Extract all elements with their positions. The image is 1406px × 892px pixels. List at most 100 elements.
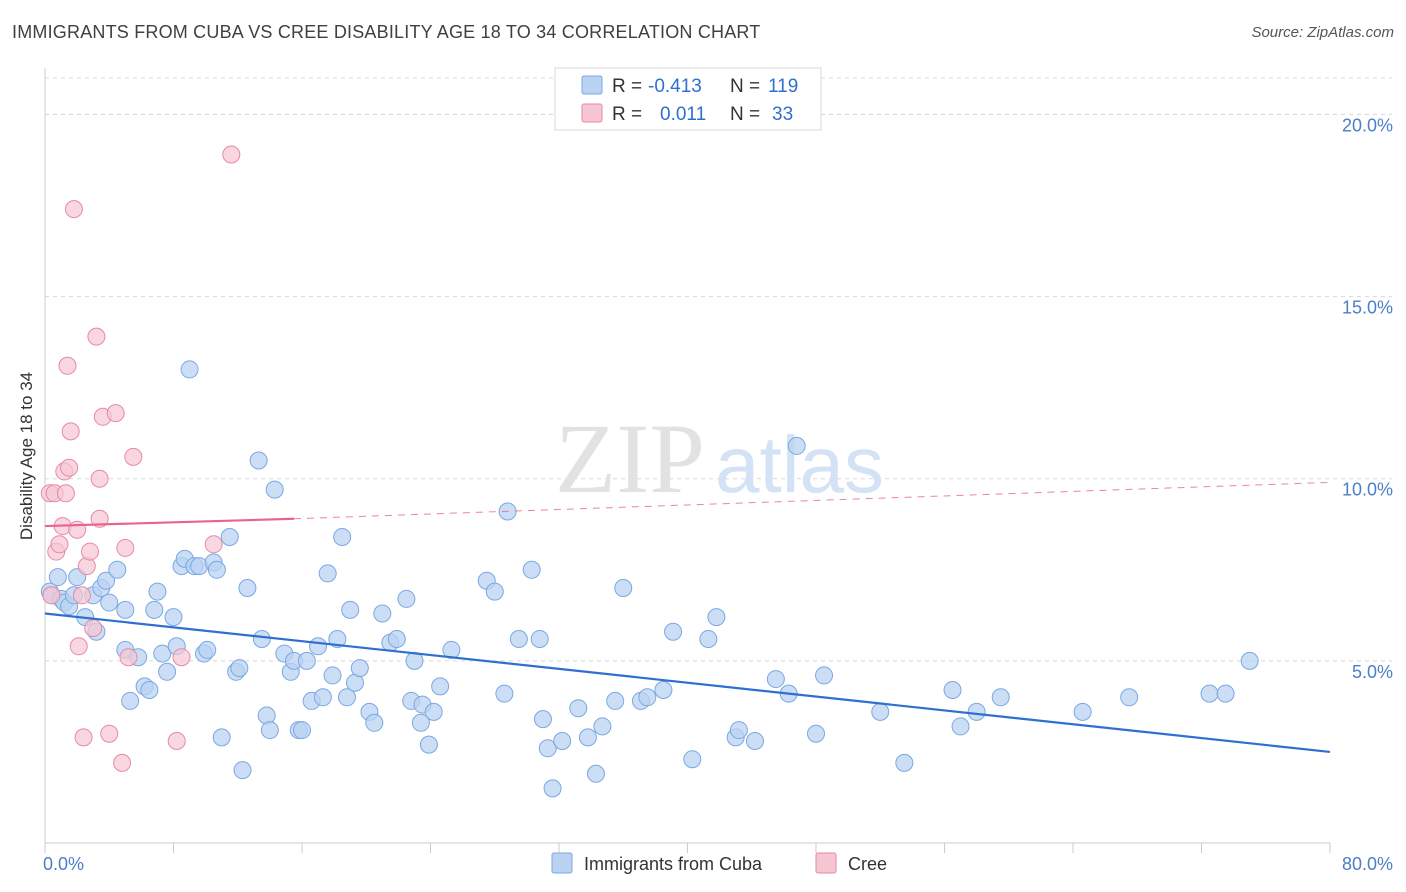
data-point-cuba bbox=[373, 604, 392, 623]
data-point-cree bbox=[61, 422, 80, 441]
legend-swatch-cuba bbox=[581, 75, 603, 95]
data-point-cuba bbox=[309, 637, 328, 656]
data-point-cuba bbox=[1200, 684, 1219, 703]
data-point-cree bbox=[106, 404, 125, 423]
data-point-cuba bbox=[787, 436, 806, 455]
data-point-cuba bbox=[158, 662, 177, 681]
data-point-cuba bbox=[485, 582, 504, 601]
data-point-cuba bbox=[318, 564, 337, 583]
data-point-cuba bbox=[164, 608, 183, 627]
data-point-cuba bbox=[664, 622, 683, 641]
data-point-cuba bbox=[943, 681, 962, 699]
legend-n-label-1: N = bbox=[730, 76, 760, 97]
data-point-cuba bbox=[543, 779, 562, 798]
data-point-cuba bbox=[337, 688, 356, 707]
watermark: ZIP atlas bbox=[555, 403, 884, 514]
data-point-cuba bbox=[431, 677, 450, 696]
data-point-cree bbox=[87, 327, 106, 346]
data-point-cuba bbox=[1240, 651, 1259, 670]
trend-line-cree-solid bbox=[44, 517, 295, 528]
data-point-cuba bbox=[569, 699, 588, 718]
bottom-legend-label-cree: Cree bbox=[848, 854, 887, 874]
data-point-cuba bbox=[121, 691, 140, 710]
data-point-cuba bbox=[333, 528, 352, 546]
y-tick-label: 5.0% bbox=[1352, 662, 1393, 682]
data-point-cuba bbox=[145, 600, 164, 619]
legend-r-value-1: -0.413 bbox=[648, 76, 702, 97]
legend-r-label-2: R = bbox=[612, 104, 642, 125]
data-point-cuba bbox=[116, 600, 135, 619]
trend-lines bbox=[44, 481, 1331, 754]
data-point-cuba bbox=[815, 666, 834, 685]
data-point-cuba bbox=[260, 721, 279, 740]
data-point-cuba bbox=[766, 670, 785, 689]
data-point-cuba bbox=[230, 659, 249, 678]
bottom-legend-swatch-cuba bbox=[551, 852, 573, 874]
data-point-cree bbox=[74, 728, 93, 747]
data-point-cuba bbox=[522, 560, 541, 579]
bottom-legend: Immigrants from Cuba Cree bbox=[551, 852, 887, 874]
data-point-cuba bbox=[606, 691, 625, 710]
data-point-cuba bbox=[951, 717, 970, 736]
data-point-cuba bbox=[553, 732, 572, 750]
data-point-cuba bbox=[1073, 702, 1092, 721]
y-axis-label: Disability Age 18 to 34 bbox=[17, 372, 36, 540]
data-point-cuba bbox=[745, 732, 764, 750]
data-point-cree bbox=[222, 145, 241, 164]
watermark-atlas: atlas bbox=[715, 420, 884, 509]
data-point-cree bbox=[90, 469, 109, 488]
series-immigrants-from-cuba bbox=[40, 360, 1259, 798]
data-point-cuba bbox=[578, 728, 597, 747]
data-point-cuba bbox=[991, 688, 1010, 707]
bottom-legend-swatch-cree bbox=[815, 852, 837, 874]
data-point-cree bbox=[50, 535, 69, 554]
data-point-cuba bbox=[313, 688, 332, 707]
data-point-cuba bbox=[350, 659, 369, 678]
data-point-cuba bbox=[328, 630, 347, 648]
data-point-cuba bbox=[699, 630, 718, 648]
data-point-cree bbox=[60, 458, 79, 477]
y-tick-labels: 5.0% 10.0% 15.0% 20.0% bbox=[1342, 115, 1393, 681]
data-point-cree bbox=[64, 200, 83, 219]
data-point-cree bbox=[69, 637, 88, 656]
data-point-cuba bbox=[153, 644, 172, 663]
data-point-cree bbox=[90, 509, 109, 528]
data-point-cuba bbox=[148, 582, 167, 601]
x-tick-labels: 0.0% 80.0% bbox=[43, 854, 1393, 874]
legend-n-label-2: N = bbox=[730, 104, 760, 125]
data-point-cree bbox=[204, 535, 223, 554]
legend-swatch-cree bbox=[581, 103, 603, 123]
data-point-cree bbox=[42, 586, 61, 605]
data-point-cuba bbox=[495, 684, 514, 703]
data-point-cuba bbox=[341, 600, 360, 619]
data-point-cree bbox=[116, 538, 135, 557]
data-point-cuba bbox=[108, 560, 127, 579]
data-point-cuba bbox=[419, 735, 438, 754]
data-point-cuba bbox=[807, 724, 825, 743]
data-point-cree bbox=[167, 732, 186, 750]
legend-r-value-2: 0.011 bbox=[660, 104, 706, 125]
data-point-cuba bbox=[249, 451, 268, 470]
data-point-cuba bbox=[198, 640, 217, 659]
chart-title: IMMIGRANTS FROM CUBA VS CREE DISABILITY … bbox=[12, 22, 761, 42]
data-point-cuba bbox=[411, 713, 430, 732]
data-point-cuba bbox=[729, 721, 748, 740]
data-point-cuba bbox=[387, 630, 406, 648]
data-point-cuba bbox=[265, 480, 284, 499]
grid-lines bbox=[45, 77, 1392, 662]
data-point-cree bbox=[80, 542, 99, 561]
data-point-cuba bbox=[257, 706, 276, 725]
legend-n-value-2: 33 bbox=[772, 104, 793, 125]
data-point-cree bbox=[124, 447, 143, 466]
axes bbox=[44, 68, 1331, 853]
data-point-cree bbox=[72, 586, 91, 605]
bottom-legend-label-cuba: Immigrants from Cuba bbox=[584, 854, 763, 874]
data-point-cuba bbox=[220, 528, 239, 546]
data-point-cuba bbox=[180, 360, 199, 379]
data-point-cuba bbox=[614, 579, 633, 597]
data-point-cree bbox=[84, 619, 103, 638]
data-point-cuba bbox=[212, 728, 231, 747]
data-point-cuba bbox=[100, 593, 119, 612]
y-tick-label: 10.0% bbox=[1342, 480, 1393, 500]
